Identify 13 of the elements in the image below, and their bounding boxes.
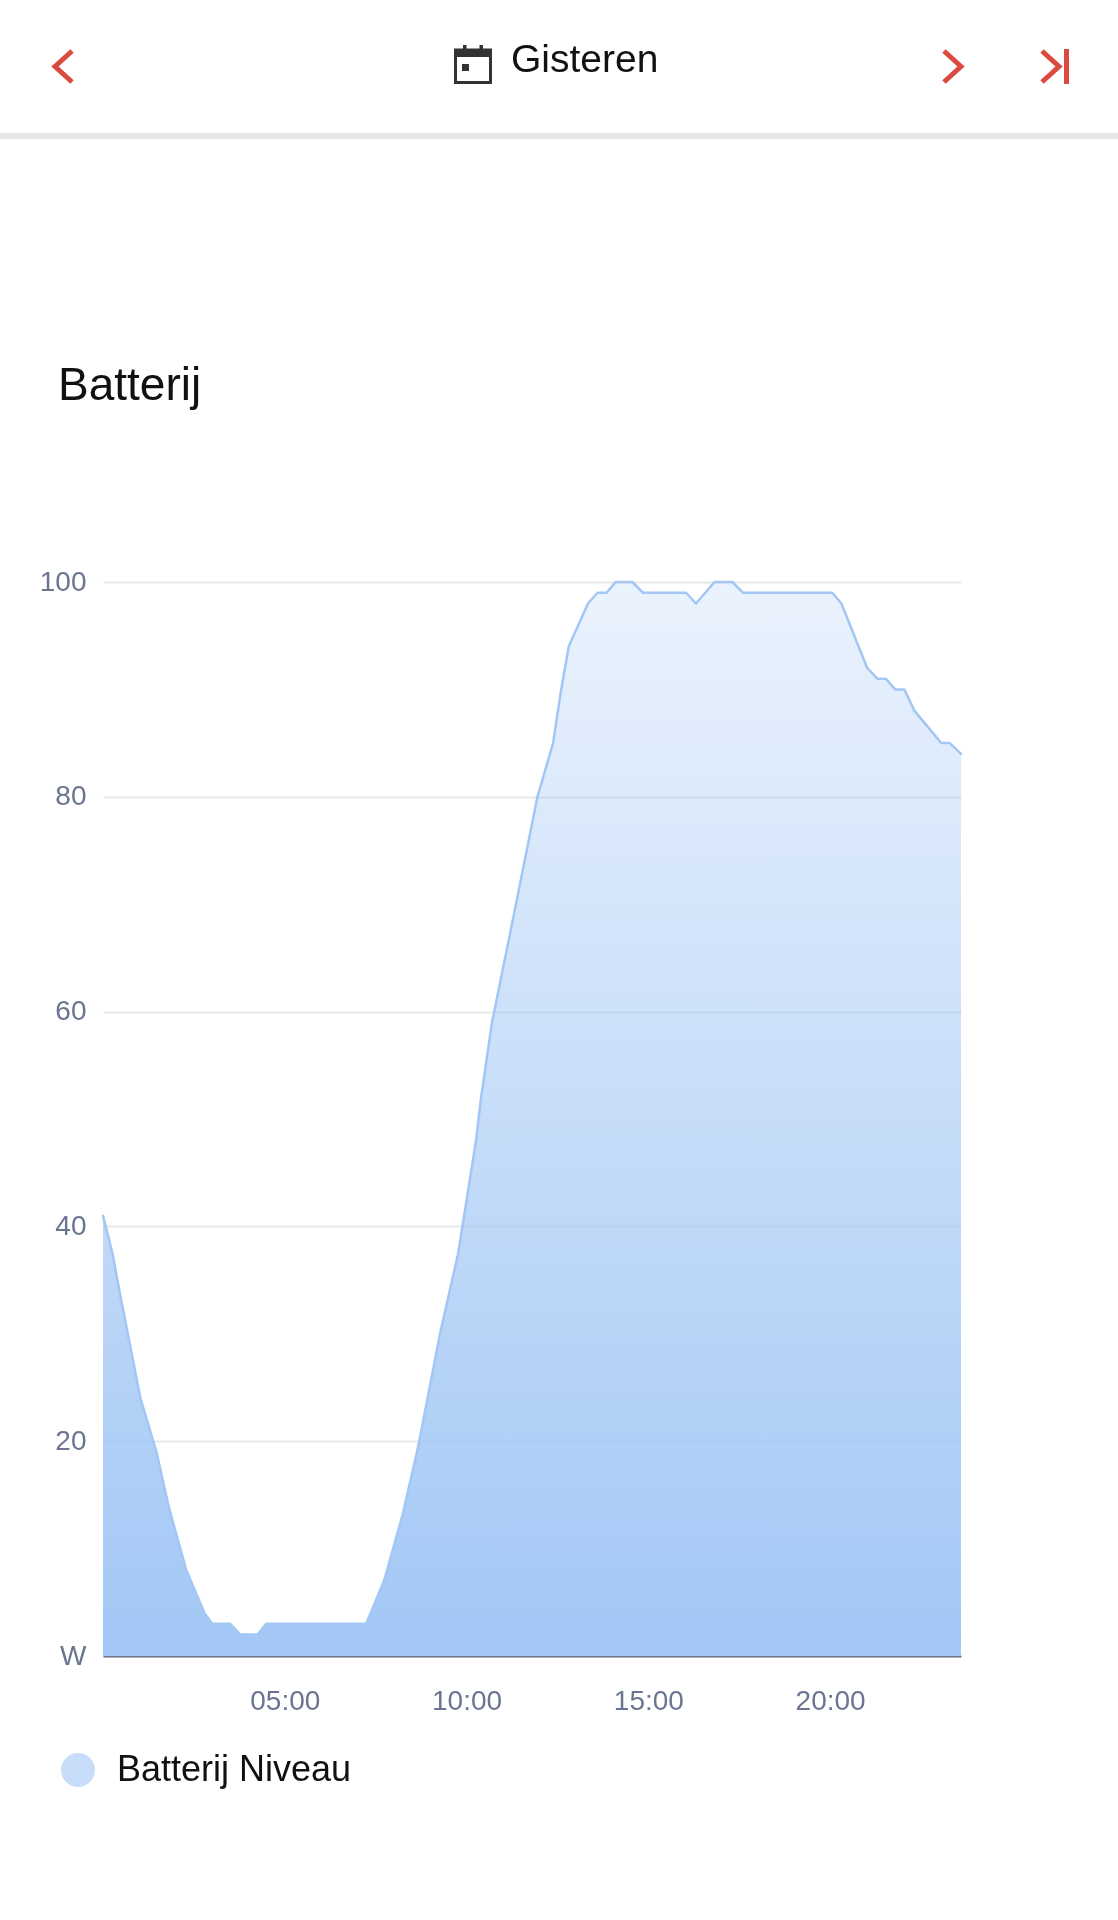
legend-label: Batterij Niveau <box>117 1748 352 1789</box>
y-tick-label: 40 <box>55 1209 87 1241</box>
y-tick-label: 20 <box>55 1424 87 1456</box>
chart-title: Batterij <box>58 358 202 410</box>
y-tick-label: 60 <box>55 995 87 1027</box>
y-tick-label: W <box>60 1639 88 1671</box>
x-tick-label: 15:00 <box>613 1684 684 1716</box>
x-tick-label: 10:00 <box>432 1684 503 1716</box>
text: Gisteren <box>511 37 659 80</box>
y-tick-label: 80 <box>55 780 87 812</box>
x-tick-label: 05:00 <box>250 1684 321 1716</box>
y-tick-label: 100 <box>39 565 87 597</box>
x-tick-label: 20:00 <box>795 1684 866 1716</box>
